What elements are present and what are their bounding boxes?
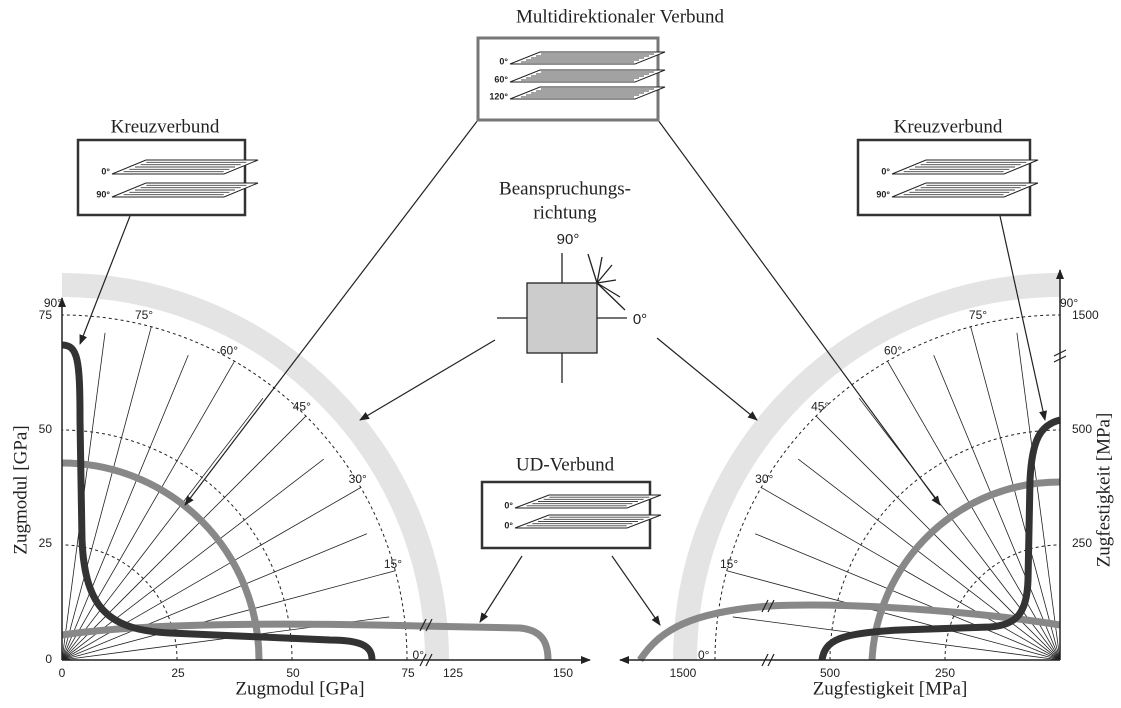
x-tick-label: 0 [59, 666, 66, 680]
layer-label: 120° [489, 91, 508, 101]
load-direction-symbol [497, 253, 627, 383]
angle-label: 0° [413, 648, 425, 662]
load-direction-label: Beanspruchungs- [499, 178, 631, 199]
radial-line [755, 534, 1060, 660]
angle-label: 45° [811, 399, 829, 413]
angle-label: 45° [293, 399, 311, 413]
layer-label: 90° [876, 189, 890, 199]
box-title: UD-Verbund [516, 454, 615, 475]
x-tick-label: 150 [553, 666, 573, 680]
y-tick-label: 0 [45, 652, 52, 666]
angle-label: 75° [969, 308, 987, 322]
x-tick-label: 50 [286, 666, 300, 680]
x-tick-label: 500 [820, 666, 840, 680]
x-tick-label: 25 [171, 666, 185, 680]
y-tick-label: 75 [39, 308, 53, 322]
x-axis-label: Zugmodul [GPa] [235, 678, 364, 699]
angle-label: 15° [720, 557, 738, 571]
y-axis-label: Zugmodul [GPa] [10, 425, 31, 554]
layer-label: 0° [504, 500, 513, 510]
y-tick-label: 1500 [1072, 308, 1099, 322]
layer-label: 60° [494, 74, 508, 84]
angle-label: 15° [384, 557, 402, 571]
load-direction-label: richtung [533, 202, 597, 223]
box-title: Kreuzverbund [894, 116, 1003, 137]
angle-label: 30° [349, 472, 367, 486]
x-tick-label: 1500 [670, 666, 697, 680]
y-tick-label: 50 [39, 422, 53, 436]
angle-label: 0° [698, 648, 710, 662]
layer-label: 0° [499, 56, 508, 66]
y-tick-label: 250 [1072, 536, 1092, 550]
angle-label: 30° [755, 472, 773, 486]
radial-line [971, 327, 1060, 660]
x-tick-label: 250 [935, 666, 955, 680]
radial-line [816, 416, 1060, 660]
box-title: Kreuzverbund [111, 116, 220, 137]
angle-label: 75° [135, 308, 153, 322]
angle-label: 0° [633, 311, 647, 328]
diagram: Multidirektionaler Verbund Kreuzverbund … [0, 0, 1121, 708]
y-tick-label: 25 [39, 536, 53, 550]
x-tick-label: 125 [443, 666, 463, 680]
layer-label: 0° [101, 166, 110, 176]
angle-label: 60° [220, 343, 238, 357]
layer-label: 0° [881, 166, 890, 176]
y-axis-label: Zugfestigkeit [MPa] [1093, 413, 1114, 568]
box-title: Multidirektionaler Verbund [516, 6, 725, 27]
y-tick-label: 500 [1072, 422, 1092, 436]
cross-box [78, 140, 245, 215]
cross-box [858, 140, 1030, 215]
x-tick-label: 75 [401, 666, 415, 680]
layer-label: 90° [96, 189, 110, 199]
angle-label: 90° [557, 231, 580, 248]
x-axis-label: Zugfestigkeit [MPa] [813, 678, 968, 699]
radial-line [62, 361, 235, 660]
angle-label: 60° [884, 343, 902, 357]
radial-line [761, 488, 1060, 661]
layer-label: 0° [504, 520, 513, 530]
